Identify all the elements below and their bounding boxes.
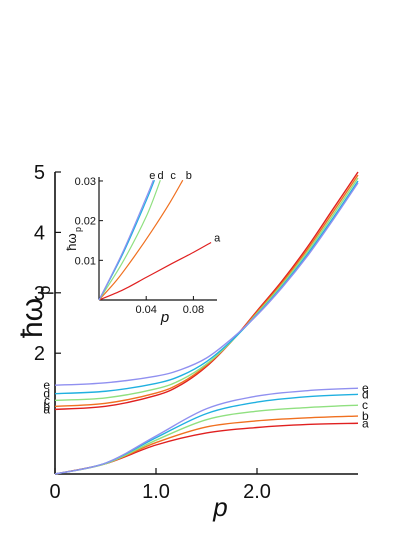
series-label-a-lower: a (362, 416, 369, 430)
inset-x-tick-label: 0.04 (135, 304, 156, 316)
inset-series-line-b (98, 179, 184, 301)
series-label-d-upper: d (43, 387, 50, 401)
series-line-a-lower (54, 422, 359, 475)
series-label-c-upper: c (44, 393, 50, 407)
inset-series-label-a: a (214, 232, 221, 244)
inset-series-line-c (98, 179, 161, 301)
inset-y-tick-label: 0.01 (75, 255, 96, 267)
inset-series-label-e: e (149, 170, 155, 182)
y-tick-label: 4 (34, 222, 45, 244)
inset-series-line-a (98, 241, 212, 301)
series-line-b-upper (54, 174, 359, 408)
inset-y-axis-label-subscript: p (73, 227, 83, 232)
inset-x-axis-label: p (160, 309, 169, 326)
inset-y-axis-label: ħωp (64, 227, 83, 251)
y-axis-label: ħω p (16, 286, 54, 339)
y-axis-label-text: ħω (16, 298, 49, 338)
inset-series-label-d: d (157, 170, 163, 182)
x-axis-label: p (212, 492, 227, 522)
y-tick-label: 5 (34, 162, 45, 184)
series-line-e-upper (54, 182, 359, 386)
inset-series-label-b: b (186, 170, 192, 182)
inset-y-tick-label: 0.02 (75, 216, 96, 228)
y-tick-label: 3 (34, 283, 45, 305)
inset-y-axis-label-text: ħω (64, 233, 79, 250)
x-tick-label: 2.0 (243, 481, 271, 503)
x-tick-label: 1.0 (142, 481, 170, 503)
series-line-d-lower (54, 393, 359, 475)
main-axes (54, 171, 358, 475)
series-label-b-upper: b (43, 399, 50, 413)
series-label-a-upper: a (43, 402, 50, 416)
series-label-d-lower: d (362, 387, 369, 401)
inset-series-label-c: c (170, 170, 176, 182)
y-axis-label-subscript: p (35, 286, 54, 295)
series-label-b-lower: b (362, 409, 369, 423)
x-tick-label: 0 (49, 481, 60, 503)
inset-curves (98, 179, 212, 301)
series-line-d-upper (54, 180, 359, 395)
series-label-c-lower: c (362, 398, 368, 412)
series-line-c-lower (54, 404, 359, 475)
y-tick-label: 2 (34, 343, 45, 365)
series-line-a-upper (54, 171, 359, 411)
series-label-e-upper: e (43, 378, 50, 392)
inset-x-tick-label: 0.08 (183, 304, 204, 316)
inset-series-line-e (98, 179, 154, 301)
main-curves (54, 171, 359, 475)
inset-axes (98, 177, 217, 301)
series-label-e-lower: e (362, 381, 369, 395)
series-line-e-lower (54, 387, 359, 475)
inset-y-tick-label: 0.03 (75, 176, 96, 188)
